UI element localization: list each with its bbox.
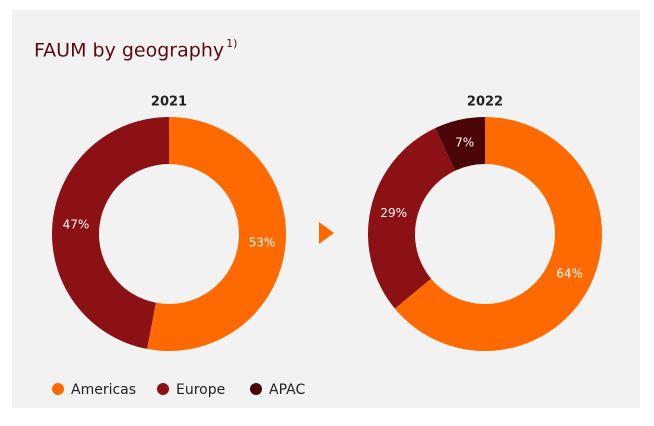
value-label: 29% bbox=[380, 206, 407, 220]
slice bbox=[51, 117, 169, 349]
title: FAUM by geography bbox=[34, 40, 224, 62]
chart-title: 2021 bbox=[151, 95, 187, 110]
legend-label: APAC bbox=[269, 382, 305, 398]
slice bbox=[147, 117, 286, 351]
legend-label: Americas bbox=[71, 382, 136, 398]
value-label: 7% bbox=[455, 135, 474, 149]
title-note: 1) bbox=[226, 37, 237, 50]
slice bbox=[435, 117, 485, 171]
card bbox=[12, 10, 640, 408]
arrow bbox=[319, 222, 334, 244]
legend-swatch bbox=[157, 383, 169, 395]
slice bbox=[394, 117, 602, 351]
slice bbox=[367, 128, 456, 309]
legend-label: Europe bbox=[176, 382, 225, 398]
value-label: 47% bbox=[63, 218, 90, 232]
chart-title: 2022 bbox=[467, 95, 503, 110]
value-label: 64% bbox=[556, 266, 583, 280]
value-label: 53% bbox=[249, 235, 276, 249]
legend-swatch bbox=[52, 383, 64, 395]
legend-swatch bbox=[250, 383, 262, 395]
